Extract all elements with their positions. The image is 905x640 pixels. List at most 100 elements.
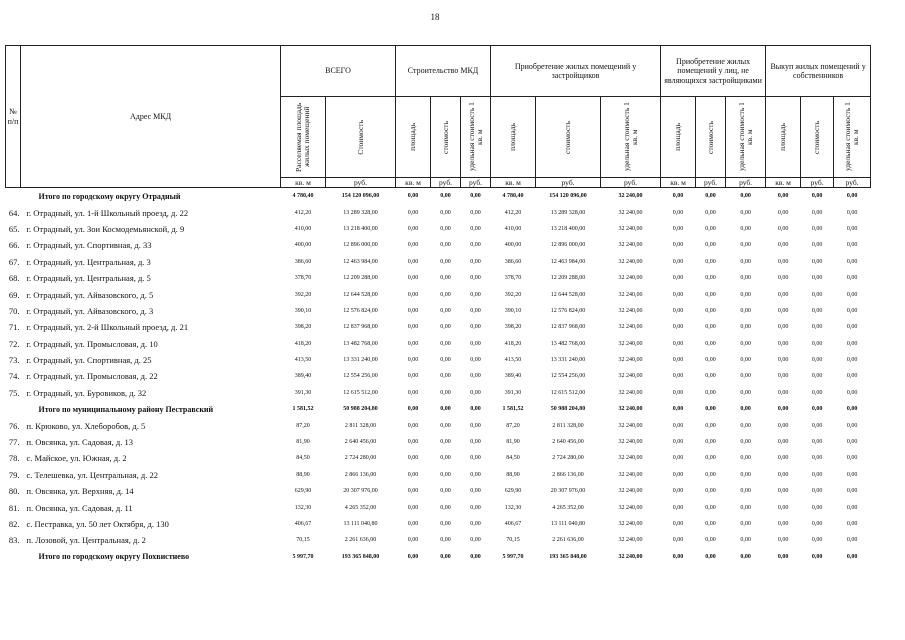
subheader: стоимость bbox=[705, 120, 715, 154]
value-cell: 2 866 136,00 bbox=[552, 471, 584, 478]
header-subheaders-row: Расселяемая площадь жилых помещений Стоим… bbox=[6, 96, 872, 178]
value-cell: 0,00 bbox=[705, 242, 716, 249]
table-row: 81. п. Овсянка, ул. Садовая, д. 11 132,30 4… bbox=[6, 499, 871, 515]
value-cell: 0,00 bbox=[440, 193, 451, 200]
table-row: 74. г. Отрадный, ул. Промысловая, д. 22 38… bbox=[6, 368, 871, 384]
value-cell: 0,00 bbox=[672, 193, 684, 200]
value-cell: 0,00 bbox=[705, 488, 716, 495]
unit-label: кв. м bbox=[660, 177, 697, 188]
value-cell: 0,00 bbox=[407, 389, 419, 396]
value-cell: 0,00 bbox=[846, 340, 858, 347]
value-cell: 413,50 bbox=[504, 357, 522, 364]
value-cell: 0,00 bbox=[846, 324, 858, 331]
value-cell: 0,00 bbox=[777, 422, 789, 429]
value-cell: 0,00 bbox=[705, 439, 716, 446]
table-row: 71. г. Отрадный, ул. 2-й Школьный проезд,… bbox=[6, 319, 871, 335]
value-cell: 410,00 bbox=[504, 225, 522, 232]
value-cell: 0,00 bbox=[811, 242, 823, 249]
value-cell: 0,00 bbox=[740, 209, 751, 216]
subheader-cell: удельная стоимость 1 кв. м bbox=[725, 96, 767, 178]
value-cell: 0,00 bbox=[811, 275, 823, 282]
value-cell: 0,00 bbox=[811, 357, 823, 364]
value-cell: 0,00 bbox=[705, 373, 716, 380]
value-cell: 629,90 bbox=[294, 488, 312, 495]
value-cell: 5 997,70 bbox=[502, 553, 524, 560]
value-cell: 0,00 bbox=[846, 389, 858, 396]
value-cell: 0,00 bbox=[777, 209, 789, 216]
value-cell: 0,00 bbox=[407, 373, 419, 380]
value-cell: 12 554 256,00 bbox=[550, 373, 586, 380]
value-cell: 0,00 bbox=[440, 340, 451, 347]
value-cell: 0,00 bbox=[470, 242, 481, 249]
value-cell: 4 780,40 bbox=[502, 193, 524, 200]
row-number: 79. bbox=[8, 469, 20, 480]
value-cell: 154 120 096,00 bbox=[341, 193, 380, 200]
value-cell: 0,00 bbox=[777, 242, 789, 249]
address: г. Отрадный, ул. Спортивная, д. 25 bbox=[26, 355, 152, 366]
value-cell: 32 240,00 bbox=[618, 422, 643, 429]
row-number: 67. bbox=[8, 256, 20, 267]
value-cell: 0,00 bbox=[440, 471, 451, 478]
row-number: 73. bbox=[8, 355, 20, 366]
value-cell: 378,70 bbox=[294, 275, 312, 282]
value-cell: 0,00 bbox=[777, 521, 789, 527]
value-cell: 32 240,00 bbox=[618, 488, 643, 495]
value-cell: 2 261 636,00 bbox=[344, 537, 377, 544]
value-cell: 0,00 bbox=[407, 422, 419, 429]
value-cell: 0,00 bbox=[811, 537, 823, 544]
value-cell: 0,00 bbox=[846, 471, 858, 478]
value-cell: 0,00 bbox=[740, 521, 751, 527]
value-cell: 0,00 bbox=[672, 471, 684, 478]
subheader-cell: Стоимость bbox=[324, 96, 397, 178]
value-cell: 0,00 bbox=[672, 406, 684, 413]
value-cell: 12 615 512,00 bbox=[550, 389, 586, 396]
value-cell: 2 724 280,00 bbox=[344, 455, 377, 462]
address: Итого по муниципальному району Пестравск… bbox=[38, 404, 214, 414]
value-cell: 2 640 456,00 bbox=[344, 439, 377, 446]
value-cell: 2 261 636,00 bbox=[552, 537, 584, 544]
subheader-cell: удельная стоимость 1 кв. м bbox=[600, 96, 662, 178]
value-cell: 0,00 bbox=[846, 275, 858, 282]
value-cell: 32 240,00 bbox=[618, 258, 643, 265]
value-cell: 32 240,00 bbox=[618, 373, 643, 380]
value-cell: 0,00 bbox=[705, 389, 716, 396]
value-cell: 0,00 bbox=[440, 324, 451, 331]
subheader-cell: стоимость bbox=[535, 96, 602, 178]
value-cell: 0,00 bbox=[672, 373, 684, 380]
value-cell: 389,40 bbox=[504, 373, 522, 380]
value-cell: 0,00 bbox=[470, 537, 481, 544]
value-cell: 0,00 bbox=[811, 504, 823, 511]
value-cell: 81,90 bbox=[506, 439, 520, 446]
value-cell: 0,00 bbox=[846, 291, 858, 298]
value-cell: 0,00 bbox=[470, 357, 481, 364]
table-row: 78. с. Майское, ул. Южная, д. 2 84,50 2 724… bbox=[6, 450, 871, 466]
unit-label: кв. м bbox=[395, 177, 432, 188]
value-cell: 0,00 bbox=[740, 537, 751, 544]
value-cell: 0,00 bbox=[740, 357, 751, 364]
table-row: 65. г. Отрадный, ул. Зои Космодемьянской,… bbox=[6, 221, 871, 237]
value-cell: 4 265 352,00 bbox=[552, 504, 584, 511]
value-cell: 0,00 bbox=[407, 291, 419, 298]
value-cell: 0,00 bbox=[846, 242, 858, 249]
table-header: № п/п Адрес МКД ВСЕГО Строительство МКД Прио… bbox=[5, 45, 872, 188]
value-cell: 0,00 bbox=[811, 209, 823, 216]
value-cell: 0,00 bbox=[811, 225, 823, 232]
value-cell: 70,15 bbox=[506, 537, 520, 544]
value-cell: 0,00 bbox=[470, 291, 481, 298]
value-cell: 0,00 bbox=[440, 521, 451, 527]
value-cell: 378,70 bbox=[504, 275, 522, 282]
value-cell: 193 365 848,00 bbox=[341, 553, 380, 560]
value-cell: 13 111 040,80 bbox=[551, 521, 586, 527]
value-cell: 0,00 bbox=[705, 340, 716, 347]
value-cell: 0,00 bbox=[705, 275, 716, 282]
subheader-cell: стоимость bbox=[695, 96, 727, 178]
row-number: 71. bbox=[8, 322, 20, 333]
value-cell: 0,00 bbox=[407, 357, 419, 364]
value-cell: 412,20 bbox=[294, 209, 312, 216]
page-number: 18 bbox=[430, 12, 440, 22]
value-cell: 0,00 bbox=[440, 439, 451, 446]
value-cell: 0,00 bbox=[470, 471, 481, 478]
value-cell: 0,00 bbox=[407, 439, 419, 446]
value-cell: 13 482 768,00 bbox=[343, 340, 378, 347]
unit-label: руб. bbox=[430, 177, 462, 188]
